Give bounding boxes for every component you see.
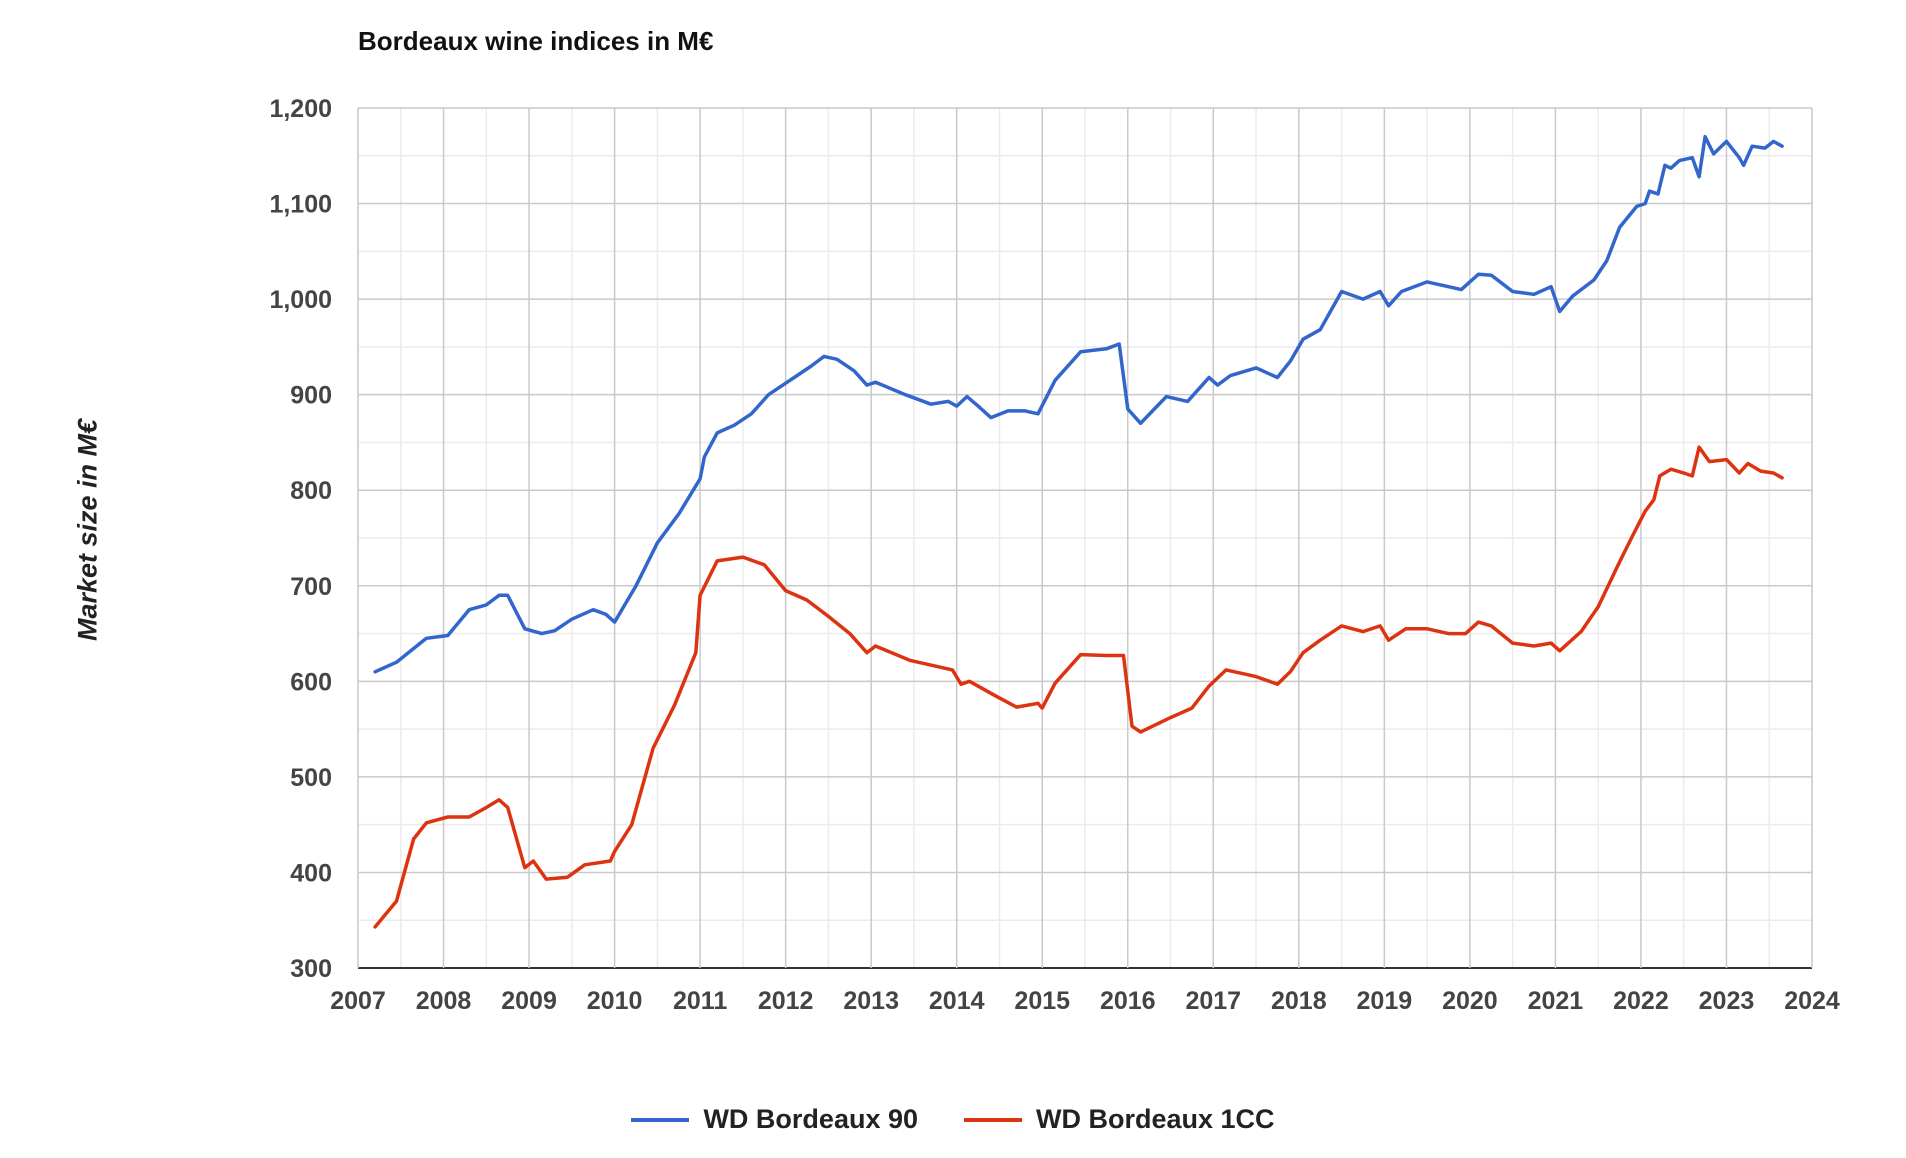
y-tick-label: 400	[290, 859, 332, 887]
x-tick-label: 2016	[1100, 987, 1156, 1015]
y-tick-label: 1,100	[269, 191, 332, 219]
minor-gridlines	[358, 108, 1812, 968]
legend-swatch	[631, 1117, 690, 1122]
x-tick-label: 2022	[1613, 987, 1669, 1015]
x-tick-label: 2014	[929, 987, 985, 1015]
x-tick-label: 2021	[1528, 987, 1584, 1015]
series-lines	[373, 134, 1784, 929]
x-tick-label: 2015	[1014, 987, 1070, 1015]
major-gridlines	[357, 107, 1813, 969]
x-tick-label: 2013	[843, 987, 899, 1015]
x-tick-label: 2009	[501, 987, 557, 1015]
x-tick-label: 2011	[673, 987, 727, 1015]
x-tick-label: 2007	[330, 987, 386, 1015]
legend: WD Bordeaux 90 WD Bordeaux 1CC	[0, 1104, 1906, 1135]
chart-title: Bordeaux wine indices in M€	[358, 26, 714, 56]
y-tick-label: 700	[290, 573, 332, 601]
legend-item: WD Bordeaux 1CC	[964, 1104, 1275, 1135]
legend-label: WD Bordeaux 90	[703, 1104, 919, 1134]
y-tick-label: 800	[290, 477, 332, 505]
y-tick-label: 300	[290, 955, 332, 983]
x-tick-label: 2017	[1185, 987, 1241, 1015]
x-tick-label: 2024	[1784, 987, 1840, 1015]
x-tick-label: 2023	[1699, 987, 1755, 1015]
legend-label: WD Bordeaux 1CC	[1036, 1104, 1275, 1134]
x-tick-label: 2019	[1357, 987, 1413, 1015]
series-line-1	[373, 445, 1784, 929]
y-tick-label: 1,200	[269, 95, 332, 123]
x-tick-label: 2010	[587, 987, 643, 1015]
legend-swatch	[964, 1117, 1023, 1122]
series-line-0	[373, 134, 1784, 674]
x-tick-label: 2018	[1271, 987, 1327, 1015]
x-tick-label: 2012	[758, 987, 814, 1015]
y-tick-label: 1,000	[269, 286, 332, 314]
legend-item: WD Bordeaux 90	[631, 1104, 918, 1135]
y-tick-label: 600	[290, 668, 332, 696]
x-tick-label: 2008	[416, 987, 472, 1015]
y-axis-ticks: 300 400 500 600 700 800 900 1,000 1,100 1,200	[269, 95, 332, 983]
y-tick-label: 500	[290, 764, 332, 792]
y-tick-label: 900	[290, 382, 332, 410]
line-chart: 300 400 500 600 700 800 900 1,000 1,100 1,200 200…	[269, 95, 1840, 1015]
x-tick-label: 2020	[1442, 987, 1498, 1015]
x-axis-ticks: 2007 2008 2009 2010 2011 2012 2013 2014 2015 2016…	[330, 987, 1840, 1015]
